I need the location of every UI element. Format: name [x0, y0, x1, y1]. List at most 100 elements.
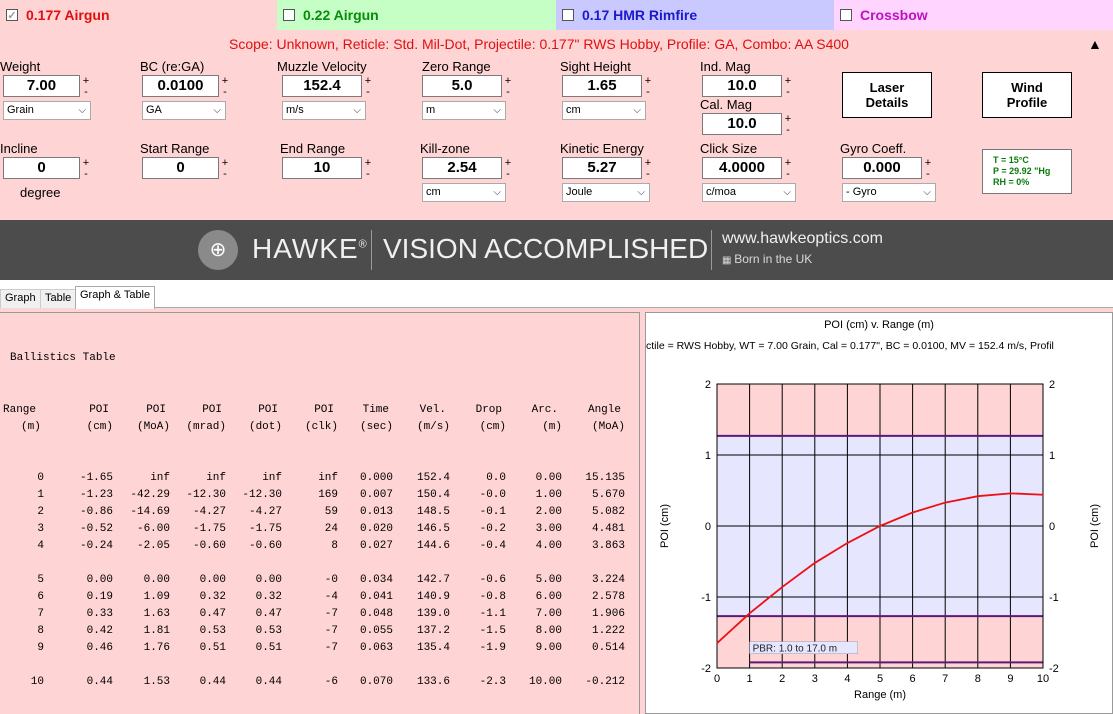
column-unit: (dot) [248, 421, 282, 433]
trajectory-point [944, 501, 946, 504]
table-cell: -0.1 [479, 506, 506, 518]
increment-button[interactable]: + [364, 75, 372, 87]
decrement-button[interactable]: - [506, 168, 510, 180]
profile-tab-22-airgun[interactable]: 0.22 Airgun [277, 0, 556, 30]
tab-table[interactable]: Table [40, 289, 77, 308]
bc-unit-select[interactable]: GA ⌵ [142, 101, 226, 120]
table-cell: -6 [324, 676, 338, 688]
click-size-input[interactable]: 4.0000 [702, 157, 782, 179]
profile-checkbox[interactable] [562, 9, 574, 21]
column-unit: (m) [21, 421, 41, 433]
start-range-input[interactable]: 0 [142, 157, 219, 179]
kill-zone-input[interactable]: 2.54 [422, 157, 502, 179]
y-tick-label-right: 2 [1049, 379, 1055, 391]
table-cell: -2.3 [479, 676, 506, 688]
tab-graph[interactable]: Graph [0, 289, 41, 308]
chevron-down-icon: ⌵ [78, 105, 86, 116]
table-cell: 15.135 [585, 472, 625, 484]
column-header: Time [362, 404, 389, 416]
chevron-down-icon: ⌵ [493, 105, 501, 116]
table-cell: 4 [37, 540, 44, 552]
scope-summary: Scope: Unknown, Reticle: Std. Mil-Dot, P… [229, 36, 849, 52]
increment-button[interactable]: + [784, 113, 792, 125]
zero-range-unit-select[interactable]: m ⌵ [422, 101, 506, 120]
increment-button[interactable]: + [82, 157, 90, 169]
decrement-button[interactable]: - [786, 86, 790, 98]
hawke-banner: ⊕ HAWKE® VISION ACCOMPLISHED www.hawkeop… [0, 220, 1113, 280]
table-cell: 135.4 [416, 642, 450, 654]
energy-unit-select[interactable]: Joule ⌵ [562, 183, 650, 202]
table-cell: 0.51 [199, 642, 226, 654]
increment-button[interactable]: + [364, 157, 372, 169]
profile-checkbox[interactable] [283, 9, 295, 21]
decrement-button[interactable]: - [786, 124, 790, 136]
tab-graph-and-table[interactable]: Graph & Table [75, 286, 156, 309]
increment-button[interactable]: + [504, 75, 512, 87]
column-header: POI [202, 404, 222, 416]
registered-mark: ® [358, 238, 368, 251]
table-cell: 1.53 [143, 676, 170, 688]
decrement-button[interactable]: - [366, 86, 370, 98]
profile-tab-177-airgun[interactable]: ✓ 0.177 Airgun [0, 0, 277, 30]
incline-input[interactable]: 0 [3, 157, 80, 179]
table-cell: -0.6 [479, 574, 506, 586]
decrement-button[interactable]: - [646, 168, 650, 180]
profile-checkbox[interactable]: ✓ [6, 9, 18, 22]
increment-button[interactable]: + [784, 157, 792, 169]
laser-details-button[interactable]: Laser Details [842, 72, 932, 118]
decrement-button[interactable]: - [646, 86, 650, 98]
decrement-button[interactable]: - [926, 168, 930, 180]
increment-button[interactable]: + [221, 75, 229, 87]
table-cell: 10 [30, 676, 44, 688]
table-cell: 137.2 [416, 625, 450, 637]
velocity-unit-select[interactable]: m/s ⌵ [282, 101, 366, 120]
sight-height-unit-select[interactable]: cm ⌵ [562, 101, 646, 120]
collapse-arrow-icon[interactable]: ▲ [1088, 36, 1102, 52]
increment-button[interactable]: + [924, 157, 932, 169]
ind-mag-input[interactable]: 10.0 [702, 75, 782, 97]
weight-input[interactable]: 7.00 [3, 75, 80, 97]
table-cell: 0.00 [86, 574, 113, 586]
gyro-input[interactable]: 0.000 [842, 157, 922, 179]
table-cell: -0.86 [79, 506, 113, 518]
increment-button[interactable]: + [221, 157, 229, 169]
decrement-button[interactable]: - [84, 86, 88, 98]
increment-button[interactable]: + [504, 157, 512, 169]
atmosphere-button[interactable]: T = 15°C P = 29.92 "Hg RH = 0% [982, 149, 1072, 194]
click-unit-select[interactable]: c/moa ⌵ [702, 183, 796, 202]
gyro-unit-select[interactable]: - Gyro ⌵ [842, 183, 936, 202]
end-range-input[interactable]: 10 [282, 157, 362, 179]
temperature-text: T = 15°C [993, 155, 1029, 165]
chart-subtitle: ctile = RWS Hobby, WT = 7.00 Grain, Cal … [646, 340, 1054, 352]
decrement-button[interactable]: - [84, 168, 88, 180]
table-cell: 0.00 [255, 574, 282, 586]
table-cell: 1 [37, 489, 44, 501]
wind-profile-button[interactable]: Wind Profile [982, 72, 1072, 118]
decrement-button[interactable]: - [786, 168, 790, 180]
column-header: POI [314, 404, 334, 416]
profile-tab-crossbow[interactable]: Crossbow [834, 0, 1113, 30]
decrement-button[interactable]: - [506, 86, 510, 98]
increment-button[interactable]: + [82, 75, 90, 87]
increment-button[interactable]: + [644, 75, 652, 87]
profile-checkbox[interactable] [840, 9, 852, 21]
table-cell: -0.8 [479, 591, 506, 603]
decrement-button[interactable]: - [223, 168, 227, 180]
sight-height-input[interactable]: 1.65 [562, 75, 642, 97]
decrement-button[interactable]: - [366, 168, 370, 180]
trajectory-point [716, 642, 718, 644]
website-link[interactable]: www.hawkeoptics.com [722, 230, 883, 247]
increment-button[interactable]: + [644, 157, 652, 169]
weight-unit-select[interactable]: Grain ⌵ [3, 101, 91, 120]
laser-details-label: Laser Details [865, 80, 909, 110]
bc-input[interactable]: 0.0100 [142, 75, 219, 97]
increment-button[interactable]: + [784, 75, 792, 87]
x-tick-label: 1 [747, 673, 753, 685]
zero-range-input[interactable]: 5.0 [422, 75, 502, 97]
wind-profile-label: Wind Profile [1006, 80, 1048, 110]
profile-tab-17-hmr[interactable]: 0.17 HMR Rimfire [556, 0, 834, 30]
decrement-button[interactable]: - [223, 86, 227, 98]
kill-zone-unit-select[interactable]: cm ⌵ [422, 183, 506, 202]
cal-mag-input[interactable]: 10.0 [702, 113, 782, 135]
muzzle-velocity-input[interactable]: 152.4 [282, 75, 362, 97]
